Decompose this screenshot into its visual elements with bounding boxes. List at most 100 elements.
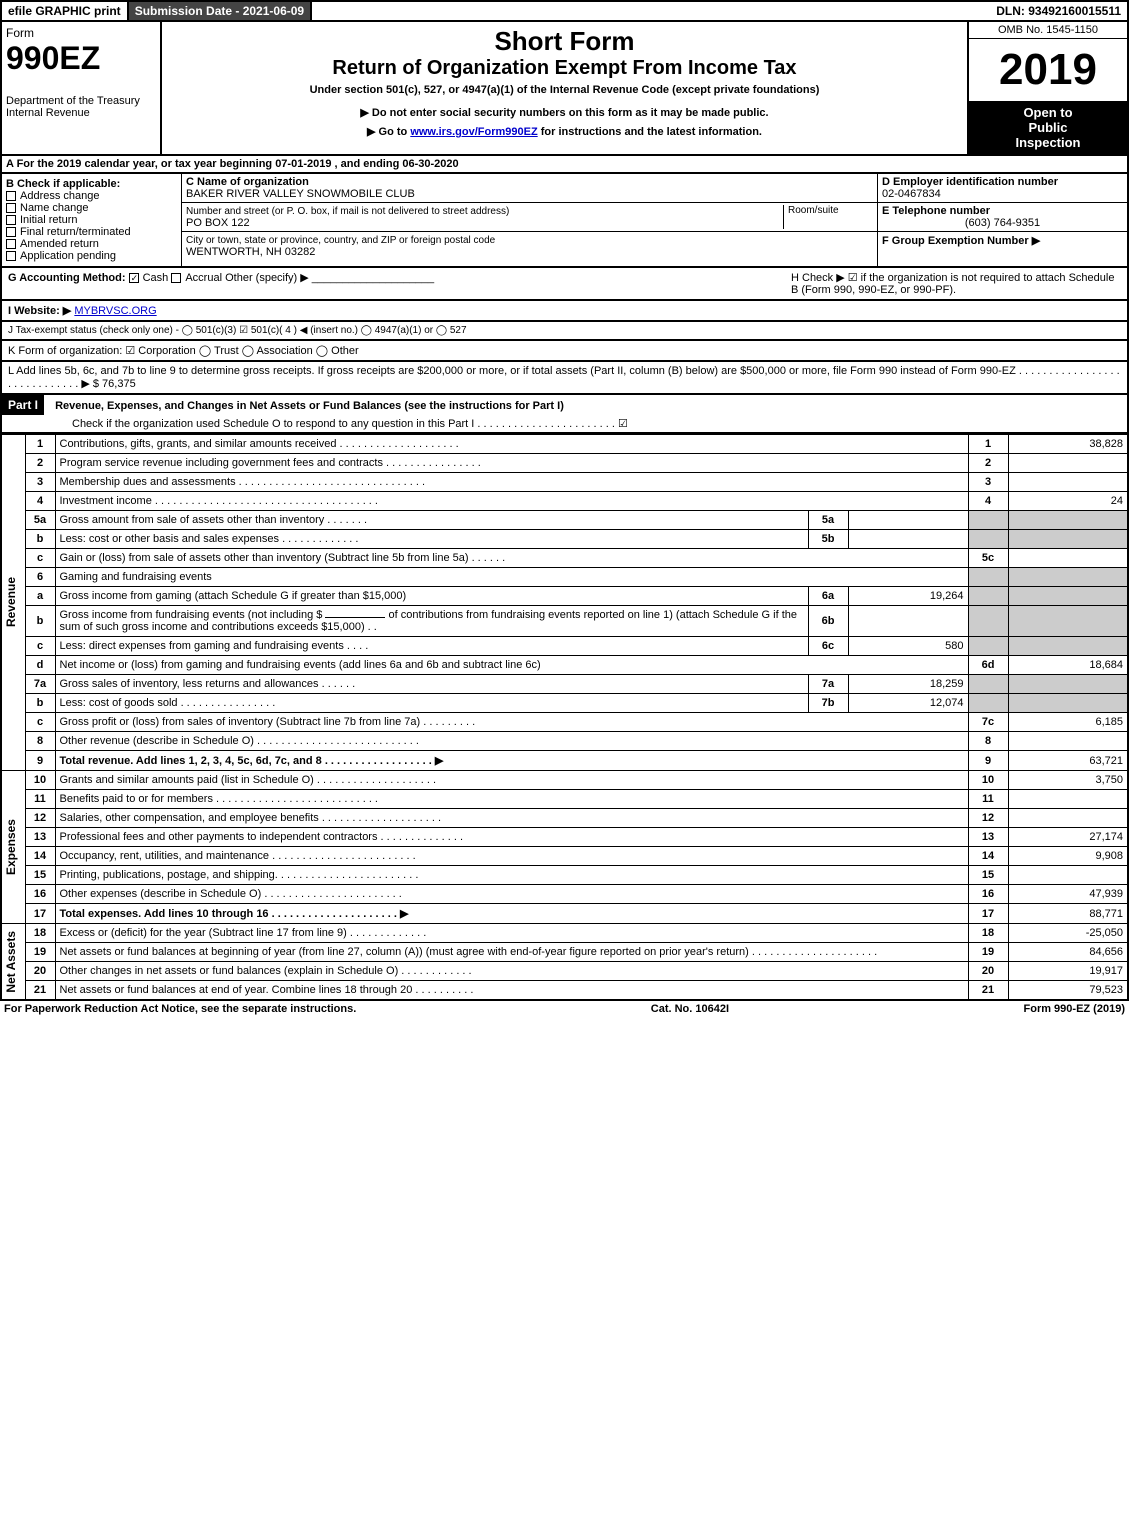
l6b-shade [968, 606, 1008, 637]
l4-ref: 4 [968, 492, 1008, 511]
l15-amt [1008, 866, 1128, 885]
l14-amt: 9,908 [1008, 847, 1128, 866]
l6-text: Gaming and fundraising events [55, 568, 968, 587]
box-e-label: E Telephone number [882, 205, 990, 217]
addr-row: Number and street (or P. O. box, if mail… [182, 203, 877, 232]
room-suite-label: Room/suite [783, 205, 873, 229]
website-link[interactable]: MYBRVSC.ORG [74, 305, 156, 317]
l17-ref: 17 [968, 904, 1008, 924]
org-name: BAKER RIVER VALLEY SNOWMOBILE CLUB [186, 188, 415, 200]
l21-ref: 21 [968, 981, 1008, 1001]
l17-num: 17 [25, 904, 55, 924]
checkbox-name-change[interactable] [6, 203, 16, 213]
checkbox-application-pending[interactable] [6, 251, 16, 261]
part1-label: Part I [2, 395, 44, 415]
l6a-text: Gross income from gaming (attach Schedul… [55, 587, 808, 606]
l7a-shade2 [1008, 675, 1128, 694]
part1-check-o: Check if the organization used Schedule … [2, 415, 1127, 432]
part1-header-row: Part I Revenue, Expenses, and Changes in… [0, 395, 1129, 434]
irs-link[interactable]: www.irs.gov/Form990EZ [410, 126, 537, 138]
l7b-text: Less: cost of goods sold . . . . . . . .… [55, 694, 808, 713]
l8-text: Other revenue (describe in Schedule O) .… [55, 732, 968, 751]
form-header: Form 990EZ Department of the Treasury In… [0, 22, 1129, 156]
l12-ref: 12 [968, 809, 1008, 828]
l5a-midamt [848, 511, 968, 530]
l12-text: Salaries, other compensation, and employ… [55, 809, 968, 828]
box-g: G Accounting Method: Cash Accrual Other … [8, 271, 791, 296]
l9-text: Total revenue. Add lines 1, 2, 3, 4, 5c,… [55, 751, 968, 771]
l6d-text: Net income or (loss) from gaming and fun… [55, 656, 968, 675]
addr-label: Number and street (or P. O. box, if mail… [186, 206, 509, 217]
l19-ref: 19 [968, 943, 1008, 962]
box-e: E Telephone number (603) 764-9351 [878, 203, 1127, 232]
l6a-shade2 [1008, 587, 1128, 606]
section-a-period: A For the 2019 calendar year, or tax yea… [0, 156, 1129, 174]
box-l: L Add lines 5b, 6c, and 7b to line 9 to … [0, 362, 1129, 395]
l7a-shade [968, 675, 1008, 694]
l5a-num: 5a [25, 511, 55, 530]
l6d-ref: 6d [968, 656, 1008, 675]
checkbox-address-change[interactable] [6, 191, 16, 201]
ssn-warning: ▶ Do not enter social security numbers o… [170, 106, 959, 119]
city-label: City or town, state or province, country… [186, 235, 495, 246]
form-subtitle: Return of Organization Exempt From Incom… [170, 57, 959, 80]
l6c-num: c [25, 637, 55, 656]
l6a-num: a [25, 587, 55, 606]
l1-text: Contributions, gifts, grants, and simila… [55, 435, 968, 454]
opt-name-change: Name change [20, 202, 89, 214]
l16-amt: 47,939 [1008, 885, 1128, 904]
phone-value: (603) 764-9351 [882, 217, 1123, 229]
l7a-num: 7a [25, 675, 55, 694]
l3-amt [1008, 473, 1128, 492]
box-i: I Website: ▶ MYBRVSC.ORG [0, 301, 1129, 322]
l6a-midamt: 19,264 [848, 587, 968, 606]
l18-text: Excess or (deficit) for the year (Subtra… [55, 924, 968, 943]
opt-address-change: Address change [20, 190, 100, 202]
page-footer: For Paperwork Reduction Act Notice, see … [0, 1001, 1129, 1017]
l6c-midamt: 580 [848, 637, 968, 656]
l14-text: Occupancy, rent, utilities, and maintena… [55, 847, 968, 866]
part1-table: Revenue 1 Contributions, gifts, grants, … [0, 434, 1129, 1001]
l5b-shade [968, 530, 1008, 549]
box-d: D Employer identification number 02-0467… [878, 174, 1127, 203]
l6b-num: b [25, 606, 55, 637]
l14-num: 14 [25, 847, 55, 866]
l17-amt: 88,771 [1008, 904, 1128, 924]
box-def: D Employer identification number 02-0467… [877, 174, 1127, 266]
l5b-text: Less: cost or other basis and sales expe… [55, 530, 808, 549]
l10-num: 10 [25, 771, 55, 790]
efile-label: efile GRAPHIC print [2, 2, 129, 20]
org-address: PO BOX 122 [186, 217, 250, 229]
checkbox-amended-return[interactable] [6, 239, 16, 249]
l3-ref: 3 [968, 473, 1008, 492]
l7b-midamt: 12,074 [848, 694, 968, 713]
side-revenue: Revenue [2, 575, 20, 629]
l5b-shade2 [1008, 530, 1128, 549]
l12-amt [1008, 809, 1128, 828]
l7b-mid: 7b [808, 694, 848, 713]
l6-shade [968, 568, 1008, 587]
box-c-label: C Name of organization [186, 176, 309, 188]
l6-num: 6 [25, 568, 55, 587]
submission-date-button[interactable]: Submission Date - 2021-06-09 [129, 2, 312, 20]
l7b-shade [968, 694, 1008, 713]
goto-line: ▶ Go to www.irs.gov/Form990EZ for instru… [170, 125, 959, 138]
checkbox-accrual[interactable] [171, 273, 181, 283]
l7a-text: Gross sales of inventory, less returns a… [55, 675, 808, 694]
l6a-shade [968, 587, 1008, 606]
l8-ref: 8 [968, 732, 1008, 751]
l11-ref: 11 [968, 790, 1008, 809]
checkbox-cash[interactable] [129, 273, 139, 283]
l20-ref: 20 [968, 962, 1008, 981]
l5c-ref: 5c [968, 549, 1008, 568]
l6-shade2 [1008, 568, 1128, 587]
l6c-text: Less: direct expenses from gaming and fu… [55, 637, 808, 656]
opt-final-return: Final return/terminated [20, 226, 131, 238]
checkbox-final-return[interactable] [6, 227, 16, 237]
l15-num: 15 [25, 866, 55, 885]
l7c-amt: 6,185 [1008, 713, 1128, 732]
l5a-shade2 [1008, 511, 1128, 530]
checkbox-initial-return[interactable] [6, 215, 16, 225]
opt-initial-return: Initial return [20, 214, 77, 226]
l20-amt: 19,917 [1008, 962, 1128, 981]
